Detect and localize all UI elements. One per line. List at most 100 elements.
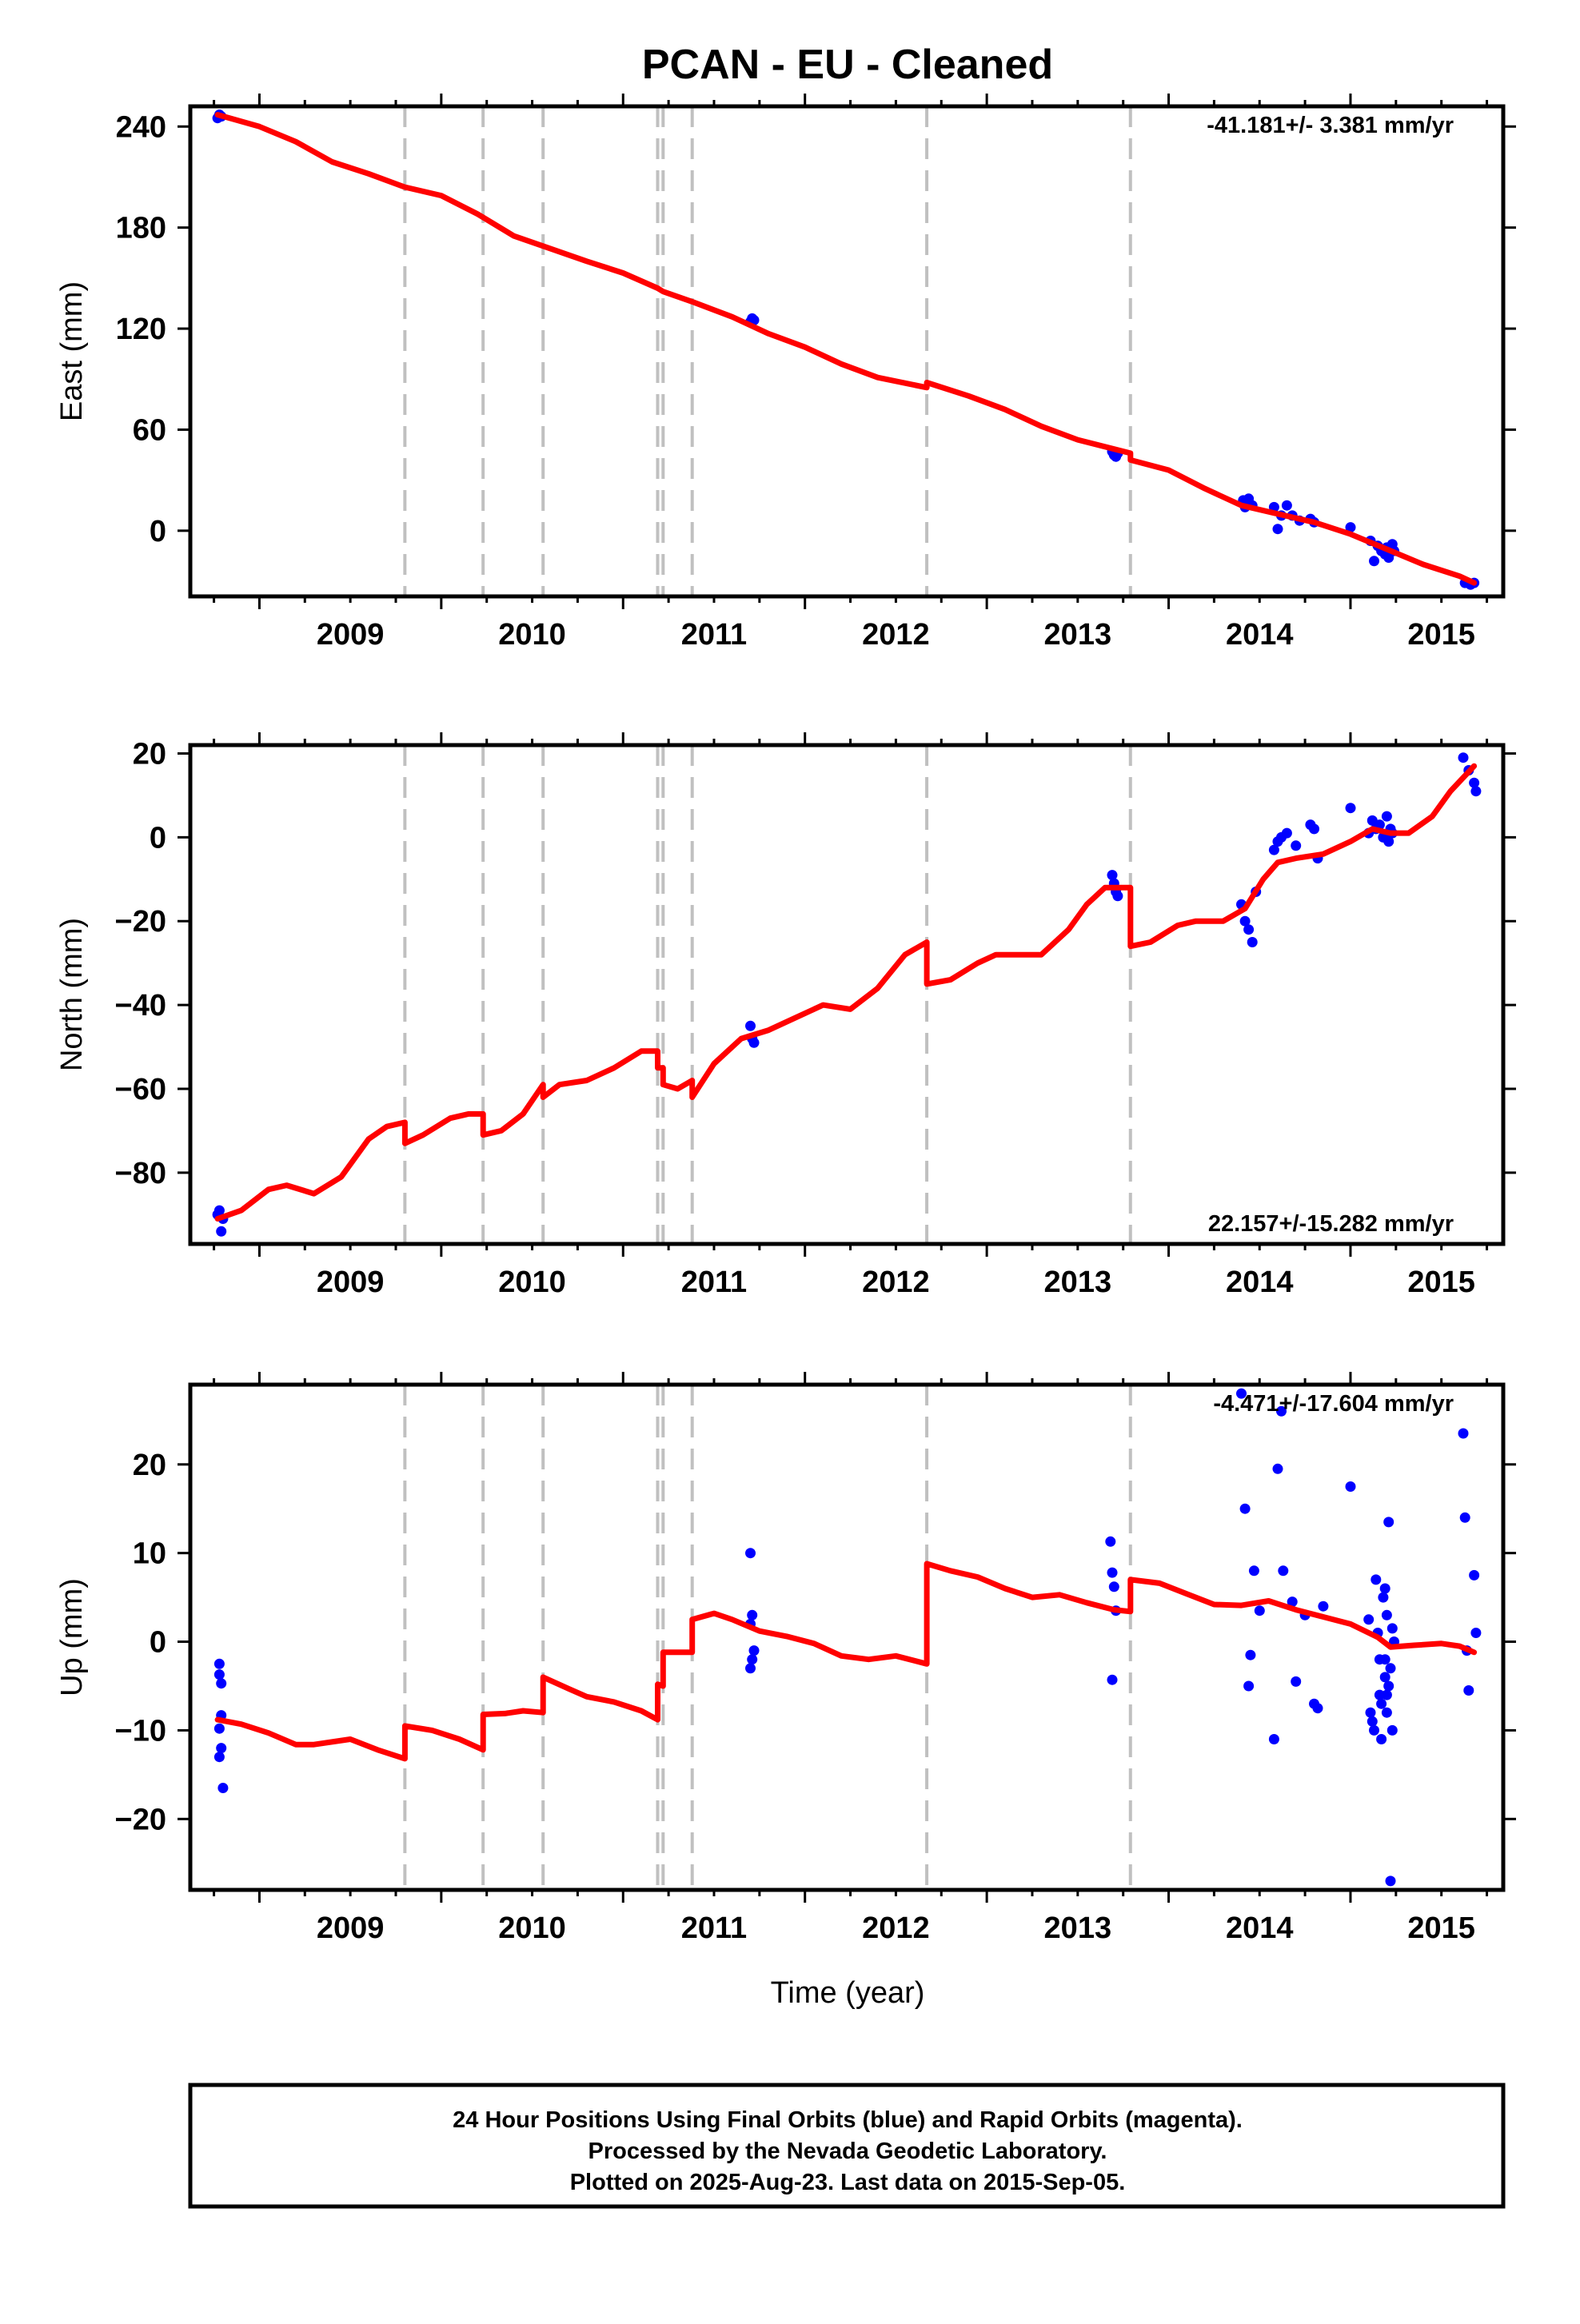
y-tick-label: 180	[116, 212, 166, 245]
footer-box	[188, 2083, 1506, 2209]
data-point-53	[1381, 1707, 1392, 1718]
x-tick-label-2010: 2010	[498, 1266, 566, 1299]
data-point-24	[1248, 1565, 1259, 1577]
data-point-13	[747, 1654, 758, 1665]
data-point-58	[1376, 1698, 1387, 1709]
panel-1: 2009 2010 2011 2012 2013 2014 2015 0 60 120 180 240…	[55, 94, 1516, 652]
data-point-25	[1345, 803, 1356, 814]
rate-annotation: 22.157+/-15.282 mm/yr	[1208, 1211, 1454, 1237]
data-point-38	[1470, 786, 1482, 797]
x-tick-label-2009: 2009	[317, 618, 385, 652]
data-point-14	[1243, 924, 1255, 935]
data-point-5	[745, 1020, 756, 1031]
data-point-26	[1369, 556, 1379, 567]
data-point-43	[1374, 1689, 1385, 1700]
data-point-15	[1105, 1536, 1116, 1547]
x-tick-label-2010: 2010	[498, 1911, 566, 1945]
data-point-3	[216, 1226, 227, 1237]
data-point-66	[1470, 1628, 1482, 1638]
model-line	[214, 112, 1478, 586]
x-axis-label: Time (year)	[771, 1976, 925, 2010]
x-tick-label-2012: 2012	[862, 1911, 930, 1945]
data-point-62	[1459, 1512, 1470, 1523]
chart-title: PCAN - EU - Cleaned	[642, 42, 1053, 88]
data-point-10	[747, 1609, 758, 1620]
data-point-17	[1268, 844, 1279, 855]
data-point-32	[1383, 836, 1394, 847]
y-tick-label: 60	[133, 413, 166, 447]
data-point-48	[1383, 1517, 1394, 1528]
data-point-21	[1291, 840, 1302, 851]
data-point-1	[213, 1658, 225, 1669]
x-tick-label-2011: 2011	[681, 1266, 747, 1299]
data-point-44	[1376, 1734, 1387, 1744]
y-tick-label: 20	[133, 737, 166, 771]
x-tick-label-2013: 2013	[1044, 1266, 1112, 1299]
data-point-54	[1383, 1680, 1394, 1692]
data-point-5	[213, 1723, 225, 1734]
y-tick-label: −10	[115, 1714, 166, 1748]
data-point-3	[216, 1678, 227, 1689]
data-point-49	[1385, 1876, 1396, 1887]
data-point-35	[1318, 1600, 1329, 1612]
y-tick-label: 0	[150, 1626, 166, 1660]
data-point-34	[1312, 1703, 1323, 1714]
data-point-12	[748, 1645, 760, 1656]
x-tick-label-2011: 2011	[681, 618, 747, 652]
y-tick-label: −20	[115, 905, 166, 939]
data-point-8	[1107, 870, 1118, 881]
x-tick-label-2011: 2011	[681, 1911, 747, 1945]
data-point-38	[1365, 1707, 1376, 1718]
x-tick-label-2014: 2014	[1226, 1266, 1294, 1299]
y-axis-label: North (mm)	[55, 918, 89, 1071]
data-point-45	[1378, 1592, 1389, 1603]
y-tick-label: 0	[150, 515, 166, 548]
data-point-31	[1291, 1676, 1302, 1687]
x-tick-label-2009: 2009	[317, 1266, 385, 1299]
data-point-41	[1371, 1574, 1382, 1585]
y-tick-label: −40	[115, 989, 166, 1022]
x-tick-label-2015: 2015	[1407, 1911, 1475, 1945]
y-tick-label: −60	[115, 1073, 166, 1106]
y-tick-label: 0	[150, 821, 166, 855]
data-point-13	[1239, 915, 1251, 927]
data-point-60	[1379, 1583, 1390, 1594]
data-point-19	[1281, 500, 1292, 511]
data-point-11	[1112, 891, 1123, 902]
x-tick-label-2013: 2013	[1044, 618, 1112, 652]
data-point-2	[213, 1669, 225, 1680]
data-point-22	[1243, 1680, 1255, 1692]
data-point-25	[1254, 1605, 1265, 1616]
data-point-7	[213, 1752, 225, 1763]
data-point-23	[1245, 1649, 1256, 1660]
data-point-55	[1385, 1663, 1396, 1674]
x-tick-label-2014: 2014	[1226, 618, 1294, 652]
plot-frame	[188, 1382, 1506, 1892]
data-point-50	[1386, 1724, 1398, 1736]
data-point-6	[216, 1743, 227, 1754]
data-point-2	[213, 1205, 225, 1216]
data-point-65	[1469, 1569, 1480, 1581]
data-point-40	[1369, 1724, 1379, 1736]
data-point-26	[1268, 1734, 1279, 1744]
data-point-15	[1247, 937, 1258, 947]
data-point-20	[1281, 827, 1292, 839]
x-tick-label-2015: 2015	[1407, 618, 1475, 652]
data-point-46	[1379, 1672, 1390, 1683]
y-tick-label: −80	[115, 1157, 166, 1190]
y-tick-label: 10	[133, 1537, 166, 1571]
panel-2: 2009 2010 2011 2012 2013 2014 2015 −80 −60 −40 −20…	[55, 732, 1516, 1299]
rate-annotation: -4.471+/-17.604 mm/yr	[1213, 1391, 1454, 1417]
y-tick-label: 240	[116, 110, 166, 144]
x-tick-label-2012: 2012	[862, 618, 930, 652]
x-tick-label-2013: 2013	[1044, 1911, 1112, 1945]
data-point-35	[1458, 752, 1469, 763]
data-point-31	[1381, 811, 1392, 822]
plot-frame	[188, 104, 1506, 599]
x-tick-label-2009: 2009	[317, 1911, 385, 1945]
data-point-16	[1107, 1567, 1118, 1578]
data-point-37	[1469, 777, 1480, 788]
plot-frame	[188, 743, 1506, 1246]
y-tick-label: 120	[116, 313, 166, 346]
